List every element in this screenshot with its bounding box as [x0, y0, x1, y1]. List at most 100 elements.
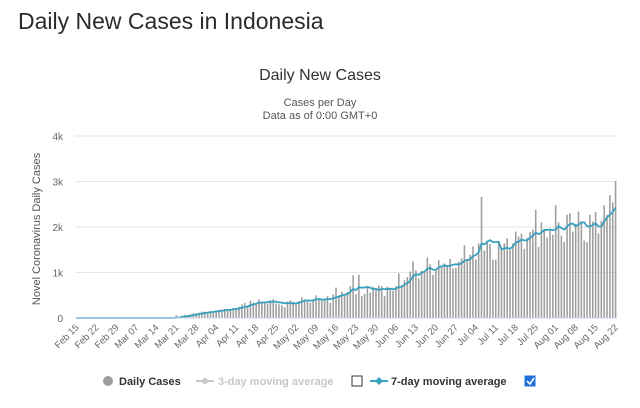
bar — [597, 233, 600, 318]
legend-7day-label: 7-day moving average — [391, 376, 507, 388]
bar — [363, 293, 366, 318]
bar — [255, 302, 257, 318]
bar — [489, 243, 491, 318]
bar — [569, 213, 571, 318]
bar — [435, 270, 437, 318]
bar — [537, 247, 540, 318]
legend-daily-cases-marker — [103, 376, 113, 386]
bar — [492, 259, 494, 318]
bar — [437, 260, 440, 318]
bar — [352, 275, 354, 318]
bar — [372, 286, 374, 318]
bar — [329, 302, 332, 318]
bar — [580, 221, 583, 318]
bar — [340, 291, 343, 318]
bar — [335, 287, 337, 318]
bar — [583, 240, 585, 318]
bar — [218, 309, 220, 318]
bar — [301, 297, 303, 318]
bar — [243, 302, 246, 318]
x-tick-label: Jul 04 — [455, 322, 481, 348]
bar — [594, 211, 597, 318]
bar — [355, 294, 357, 318]
bar — [497, 241, 500, 318]
bar — [261, 302, 263, 318]
bar — [397, 273, 400, 318]
bar — [326, 296, 329, 318]
bar — [209, 311, 212, 318]
bar — [281, 305, 283, 318]
bar — [212, 311, 215, 318]
legend-3day-checkbox[interactable] — [351, 375, 363, 387]
bar — [429, 264, 431, 318]
y-tick-label: 0 — [57, 314, 63, 325]
bar — [534, 209, 537, 318]
checkmark-icon — [526, 377, 535, 386]
bar — [572, 231, 574, 318]
bar — [346, 292, 349, 318]
bar — [477, 243, 480, 318]
bar — [509, 250, 511, 318]
bar — [455, 267, 457, 318]
bar — [272, 299, 275, 318]
bar — [295, 302, 297, 318]
bar — [403, 280, 406, 318]
bar — [343, 295, 346, 318]
bar — [258, 299, 260, 318]
bar — [206, 312, 209, 318]
bar — [574, 223, 577, 318]
legend: Daily Cases 3-day moving average 7-day m… — [103, 375, 536, 388]
bar — [469, 254, 471, 318]
bars-daily-cases — [126, 181, 617, 319]
bar — [586, 242, 588, 318]
bar — [215, 310, 217, 318]
legend-item-7day-average[interactable]: 7-day moving average — [370, 376, 507, 388]
bar — [312, 299, 314, 318]
bar — [514, 231, 517, 318]
bar — [400, 285, 403, 318]
bar — [406, 277, 409, 318]
bar — [611, 202, 614, 318]
bar — [303, 299, 306, 318]
bar — [466, 259, 469, 318]
bar — [506, 238, 508, 319]
bar — [269, 300, 272, 318]
bar — [460, 258, 463, 318]
legend-3day-marker — [202, 378, 208, 384]
bar — [609, 195, 611, 318]
bar — [386, 286, 389, 318]
legend-7day-checkbox-box — [524, 375, 536, 387]
moving-average-7day-line — [76, 207, 617, 319]
y-tick-label: 1k — [52, 269, 64, 280]
bar — [423, 272, 426, 318]
bar — [246, 306, 249, 318]
bar — [223, 308, 226, 318]
bar — [549, 229, 551, 318]
bar — [201, 311, 203, 318]
bar — [392, 290, 394, 318]
bar — [426, 257, 429, 318]
bar — [409, 271, 411, 318]
bar — [238, 306, 240, 319]
legend-7day-checkbox[interactable] — [524, 375, 536, 387]
bar — [349, 286, 352, 318]
bar — [603, 205, 605, 318]
chart-title: Daily New Cases — [259, 67, 381, 84]
bar — [457, 261, 460, 318]
bar — [463, 245, 466, 318]
bar — [523, 248, 526, 318]
bar — [472, 246, 474, 318]
bar — [309, 302, 312, 318]
bar — [417, 278, 420, 318]
bar — [543, 230, 546, 318]
bar — [383, 296, 386, 318]
bar — [289, 300, 292, 318]
legend-item-3day-average[interactable]: 3-day moving average — [196, 376, 334, 388]
bar — [249, 300, 252, 318]
bar — [395, 286, 397, 318]
bar — [380, 286, 383, 318]
bar — [512, 243, 514, 318]
legend-item-daily-cases[interactable]: Daily Cases — [103, 376, 181, 388]
bar — [552, 234, 554, 318]
bar — [366, 287, 369, 318]
